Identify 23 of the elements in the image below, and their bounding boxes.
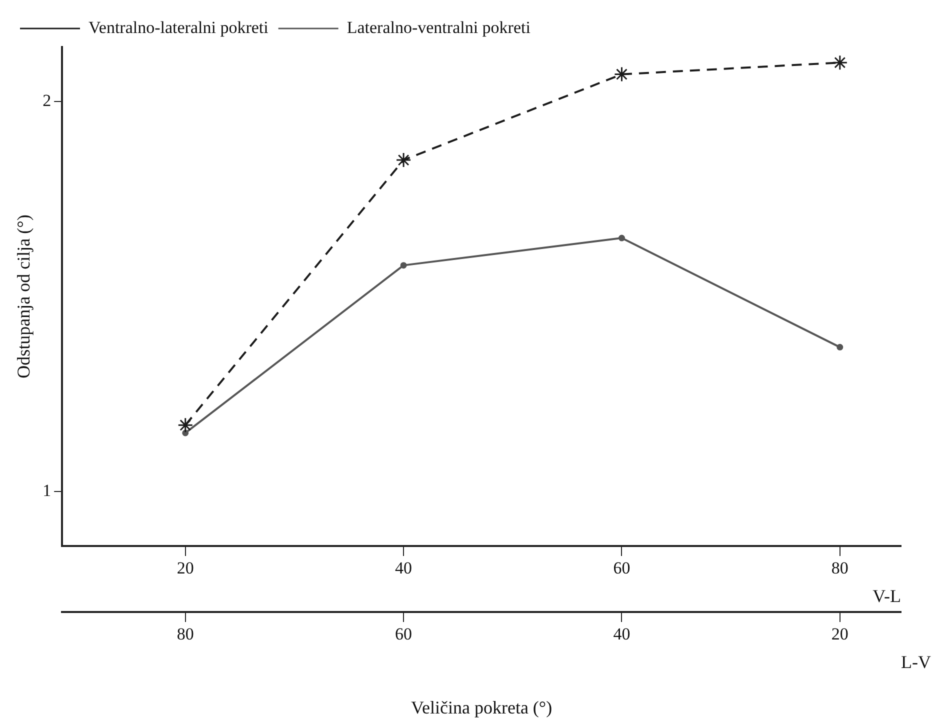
y-tick-label: 2 — [42, 91, 52, 110]
x2-tick-label: 40 — [613, 624, 630, 644]
x-tick-label: 60 — [613, 558, 630, 578]
x-tick-label: 80 — [831, 558, 848, 578]
x-tick-label: 20 — [176, 558, 194, 578]
point — [836, 344, 844, 350]
legend-label: Lateralno-ventralni pokreti — [346, 18, 531, 37]
x-axis-title: V-L — [872, 586, 901, 606]
point — [400, 262, 407, 269]
point — [832, 54, 848, 70]
text: Veličina pokreta (°) — [410, 698, 552, 718]
point — [618, 234, 625, 242]
x2-tick-label: 80 — [176, 624, 194, 644]
x2-tick-label: 60 — [395, 624, 412, 644]
point — [178, 417, 194, 433]
y-axis-title: Odstupanja od cilja (°) — [14, 214, 34, 378]
point — [396, 152, 412, 168]
x-tick-label: 40 — [395, 558, 412, 578]
legend-label: Ventralno-lateralni pokreti — [88, 18, 269, 37]
x2-axis-title: L-V — [901, 652, 931, 672]
y-tick-label: 1 — [42, 480, 52, 500]
point — [614, 66, 630, 82]
x2-tick-label: 20 — [831, 624, 848, 644]
